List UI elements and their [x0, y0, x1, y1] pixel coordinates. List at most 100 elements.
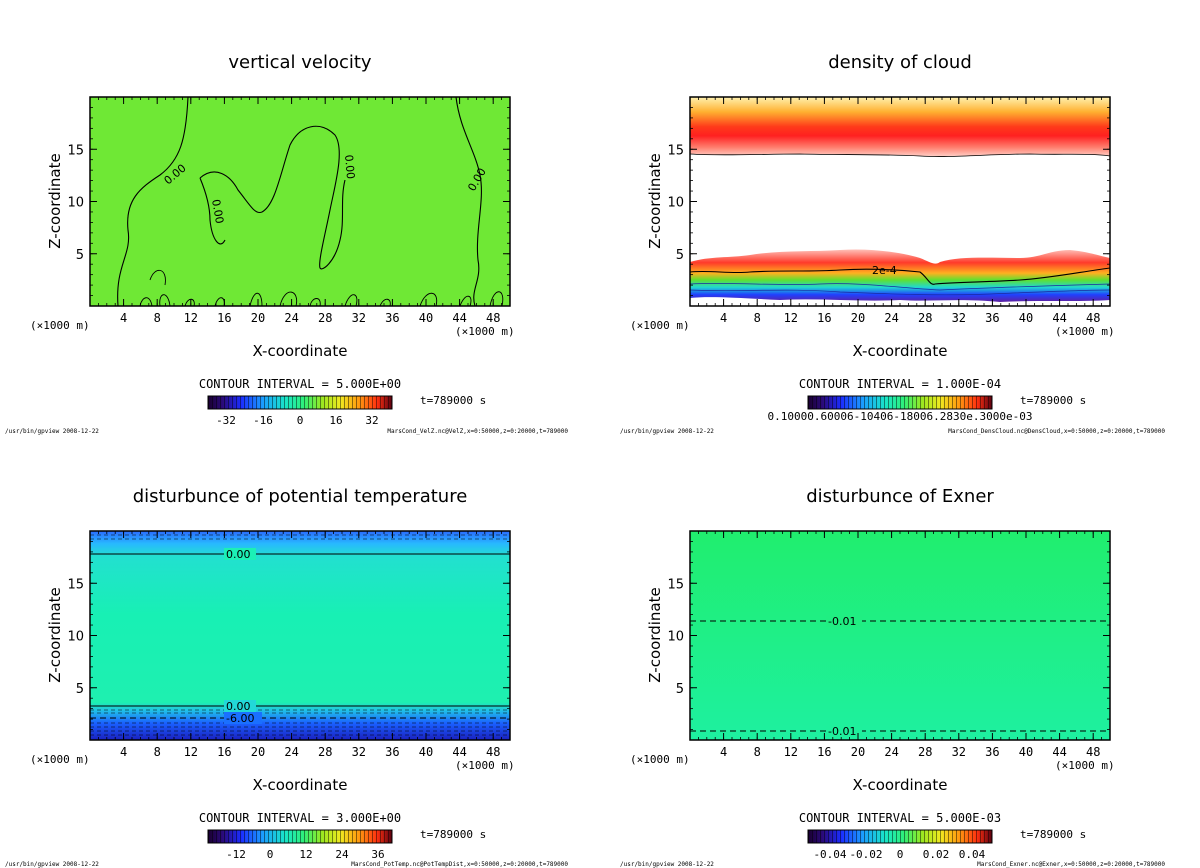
panel-title: disturbunce of potential temperature [133, 486, 468, 507]
y-axis-label: Z-coordinate [646, 153, 664, 248]
contour-label: 0.00 [226, 700, 251, 713]
time-label: t=789000 s [1020, 828, 1086, 841]
time-label: t=789000 s [420, 394, 486, 407]
footer-left: /usr/bin/gpview 2008-12-22 [5, 428, 99, 435]
y-axis-label: Z-coordinate [646, 587, 664, 682]
footer-right: MarsCond_Exner.nc@Exner,x=0:50000,z=0:20… [977, 861, 1165, 868]
x-tick-label: 36 [385, 745, 399, 759]
x-tick-label: 8 [154, 745, 161, 759]
x-tick-label: 28 [918, 311, 932, 325]
contour-label: -0.01 [828, 725, 856, 738]
y-tick-label: 10 [67, 196, 84, 211]
x-tick-label: 28 [318, 745, 332, 759]
colorbar-tick: 0 [297, 414, 304, 427]
y-tick-label: 15 [667, 143, 684, 158]
upper-cloud-edge [689, 153, 1111, 157]
colorbar-tick: 0 [267, 848, 274, 861]
colorbar-ticks: -12 0 12 24 36 [226, 848, 385, 861]
footer-right: MarsCond_VelZ.nc@VelZ,x=0:50000,z=0:2000… [387, 428, 568, 435]
x-tick-label: 44 [1052, 311, 1066, 325]
colorbar-tick: 24 [335, 848, 349, 861]
y-tick-label: 5 [676, 248, 684, 263]
colorbar-tick: 32 [365, 414, 378, 427]
x-tick-label: 36 [985, 311, 999, 325]
x-tick-label: 12 [184, 311, 198, 325]
colorbar-frame [207, 395, 393, 410]
contour-small-cells [139, 270, 504, 307]
x-axis-unit-right: (×1000 m) [1055, 759, 1115, 772]
x-tick-label: 32 [352, 745, 366, 759]
panel-exner: disturbunce of Exner -0.01 -0.01 4 8 12 16 2… [620, 486, 1165, 868]
x-axis-unit-right: (×1000 m) [455, 759, 515, 772]
colorbar-ticks: -0.04 -0.02 0 0.02 0.04 [813, 848, 985, 861]
colorbar-tick: 12 [299, 848, 312, 861]
x-ticks: 4 8 12 16 20 24 28 32 36 40 44 48 [698, 531, 1102, 759]
x-axis-label: X-coordinate [253, 776, 348, 794]
x-tick-label: 44 [1052, 745, 1066, 759]
contour-label: 0.00 [226, 548, 251, 561]
lower-cloud-layer [690, 249, 1110, 302]
contour-interval: CONTOUR INTERVAL = 3.000E+00 [199, 811, 401, 825]
x-tick-label: 36 [385, 311, 399, 325]
x-tick-label: 44 [452, 745, 466, 759]
contour-interval: CONTOUR INTERVAL = 5.000E+00 [199, 377, 401, 391]
contour-label: -6.00 [226, 712, 254, 725]
x-tick-label: 40 [1019, 745, 1033, 759]
dense-lines-top [90, 534, 510, 540]
colorbar-tick: 0.02 [923, 848, 950, 861]
x-ticks: 4 8 12 16 20 24 28 32 36 40 44 48 [98, 97, 503, 325]
x-tick-label: 16 [217, 311, 231, 325]
x-tick-label: 20 [251, 745, 265, 759]
contour-label: -0.01 [828, 615, 856, 628]
x-tick-label: 4 [720, 745, 727, 759]
y-tick-label: 10 [667, 630, 684, 645]
y-tick-label: 10 [67, 630, 84, 645]
y-ticks: 5 10 15 [667, 541, 1110, 730]
panel-title: disturbunce of Exner [806, 486, 994, 507]
colorbar-ticks: -32 -16 0 16 32 [216, 414, 379, 427]
x-tick-label: 12 [784, 311, 798, 325]
y-ticks: 5 10 15 [67, 541, 510, 730]
colorbar-tick: 0.04 [959, 848, 986, 861]
contour-line [117, 96, 482, 307]
x-tick-label: 32 [952, 311, 966, 325]
x-tick-label: 24 [284, 745, 298, 759]
x-axis-unit-left: (×1000 m) [30, 753, 90, 766]
x-tick-label: 16 [817, 745, 831, 759]
footer-right: MarsCond_PotTemp.nc@PotTempDist,x=0:5000… [351, 861, 568, 868]
x-tick-label: 8 [754, 745, 761, 759]
y-tick-label: 5 [76, 682, 84, 697]
x-tick-label: 32 [952, 745, 966, 759]
x-tick-label: 8 [154, 311, 161, 325]
x-tick-label: 40 [1019, 311, 1033, 325]
x-tick-label: 8 [754, 311, 761, 325]
x-tick-label: 24 [884, 311, 898, 325]
x-tick-label: 4 [720, 311, 727, 325]
contour-lines-lower [689, 283, 1111, 296]
x-tick-label: 20 [251, 311, 265, 325]
x-axis-unit-left: (×1000 m) [630, 319, 690, 332]
colorbar-tick: 36 [371, 848, 384, 861]
contour-label: 0.00 [342, 154, 357, 180]
x-tick-label: 12 [184, 745, 198, 759]
plot-background [690, 531, 1110, 740]
x-tick-label: 40 [419, 745, 433, 759]
x-ticks: 4 8 12 16 20 24 28 32 36 40 44 48 [698, 97, 1102, 325]
colorbar-frame [207, 829, 393, 844]
x-tick-label: 48 [1086, 311, 1100, 325]
y-tick-label: 5 [76, 248, 84, 263]
plot-background [90, 531, 510, 740]
x-axis-unit-left: (×1000 m) [30, 319, 90, 332]
x-tick-label: 28 [918, 745, 932, 759]
colorbar-stripes [808, 830, 992, 843]
colorbar-frame [807, 829, 993, 844]
contour-interval: CONTOUR INTERVAL = 1.000E-04 [799, 377, 1001, 391]
contour-label: 2e-4 [872, 264, 897, 277]
colorbar-tick: -12 [226, 848, 246, 861]
label-mask [224, 712, 262, 724]
x-tick-label: 16 [217, 745, 231, 759]
panel-density-of-cloud: density of cloud 2e-4 4 8 12 16 20 24 28 32 36 40… [620, 52, 1165, 435]
footer-left: /usr/bin/gpview 2008-12-22 [620, 861, 714, 868]
x-axis-unit-right: (×1000 m) [1055, 325, 1115, 338]
